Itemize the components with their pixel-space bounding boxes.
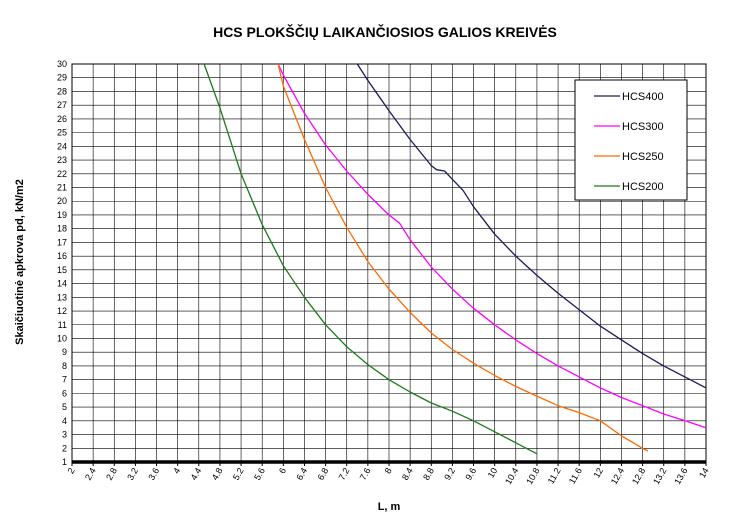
y-tick-label: 21	[57, 183, 67, 193]
x-tick-label: 13.2	[651, 466, 668, 486]
x-axis-title: L, m	[378, 501, 401, 513]
x-tick-label: 9.2	[442, 466, 457, 482]
chart-title: HCS PLOKŠČIŲ LAIKANČIOSIOS GALIOS KREIVĖ…	[213, 23, 557, 40]
x-tick-label: 12.4	[609, 466, 626, 486]
legend: HCS400 HCS300 HCS250 HCS200	[574, 79, 688, 201]
y-tick-label: 13	[57, 292, 67, 302]
x-tick-label: 3.2	[125, 466, 140, 482]
x-tick-label: 4	[171, 466, 182, 475]
y-tick-label: 10	[57, 333, 67, 343]
y-tick-label: 6	[62, 388, 67, 398]
x-tick-label: 7.2	[337, 466, 352, 482]
x-tick-labels: 2 2.4 2.8 3.2 3.6 4 4.4 4.8 5.2 5.6 6 6.4 6.8 7.2 7.6 8…	[66, 466, 711, 486]
y-tick-label: 23	[57, 155, 67, 165]
x-tick-label: 9.6	[463, 466, 478, 482]
y-tick-label: 28	[57, 86, 67, 96]
x-tick-label: 8	[383, 466, 394, 475]
x-tick-label: 10.8	[524, 466, 541, 486]
legend-label: HCS200	[622, 181, 664, 193]
x-tick-label: 2.4	[83, 466, 98, 482]
y-tick-label: 3	[62, 430, 67, 440]
y-tick-label: 18	[57, 224, 67, 234]
legend-label: HCS400	[622, 91, 664, 103]
x-tick-label: 6.4	[294, 466, 309, 482]
series-line-hcs400	[356, 63, 707, 389]
x-tick-label: 11.2	[546, 466, 563, 486]
y-tick-label: 20	[57, 196, 67, 206]
y-tick-label: 30	[57, 59, 67, 69]
legend-label: HCS250	[622, 151, 664, 163]
x-tick-label: 4.4	[189, 466, 204, 482]
x-tick-label: 2.8	[104, 466, 119, 482]
y-tick-label: 16	[57, 251, 67, 261]
x-tick-label: 2	[66, 466, 77, 475]
x-tick-label: 14	[697, 466, 711, 480]
x-tick-label: 10.4	[503, 466, 520, 486]
x-tick-label: 3.6	[146, 466, 161, 482]
x-tick-label: 13.6	[672, 466, 689, 486]
y-tick-label: 4	[62, 416, 67, 426]
y-tick-label: 9	[62, 347, 67, 357]
x-tick-label: 12	[591, 466, 605, 480]
y-tick-label: 29	[57, 73, 67, 83]
series-lines	[203, 63, 707, 455]
y-tick-label: 22	[57, 169, 67, 179]
y-tick-label: 2	[62, 443, 67, 453]
y-tick-label: 14	[57, 279, 67, 289]
x-tick-label: 8.4	[400, 466, 415, 482]
y-tick-label: 11	[58, 320, 67, 330]
y-tick-label: 8	[62, 361, 67, 371]
x-tick-label: 10	[486, 466, 500, 480]
y-tick-label: 26	[57, 114, 67, 124]
x-tick-label: 5.6	[252, 466, 267, 482]
y-tick-label: 15	[57, 265, 67, 275]
y-tick-label: 1	[62, 457, 67, 467]
legend-label: HCS300	[622, 121, 664, 133]
x-tick-label: 12.8	[630, 466, 647, 486]
y-tick-label: 5	[62, 402, 67, 412]
x-tick-label: 7.6	[358, 466, 373, 482]
x-tick-label: 6	[277, 466, 288, 475]
y-tick-label: 7	[62, 375, 67, 385]
y-tick-label: 25	[57, 128, 67, 138]
series-line-hcs300	[277, 63, 707, 429]
y-tick-label: 27	[57, 100, 67, 110]
x-tick-label: 6.8	[315, 466, 330, 482]
series-line-hcs250	[277, 63, 649, 452]
x-tick-label: 8.8	[421, 466, 436, 482]
y-tick-label: 24	[57, 141, 67, 151]
x-tick-label: 4.8	[210, 466, 225, 482]
legend-box	[574, 79, 688, 201]
y-axis-title: Skaičiuotinė apkrova pd, kN/m2	[14, 179, 26, 345]
y-tick-labels: 1234567891011121314151617181920212223242…	[57, 59, 67, 467]
y-tick-label: 19	[57, 210, 67, 220]
x-tick-label: 5.2	[231, 466, 246, 482]
series-line-hcs200	[203, 63, 538, 455]
y-tick-label: 12	[57, 306, 67, 316]
y-tick-label: 17	[57, 237, 67, 247]
x-tick-label: 11.6	[567, 466, 584, 486]
